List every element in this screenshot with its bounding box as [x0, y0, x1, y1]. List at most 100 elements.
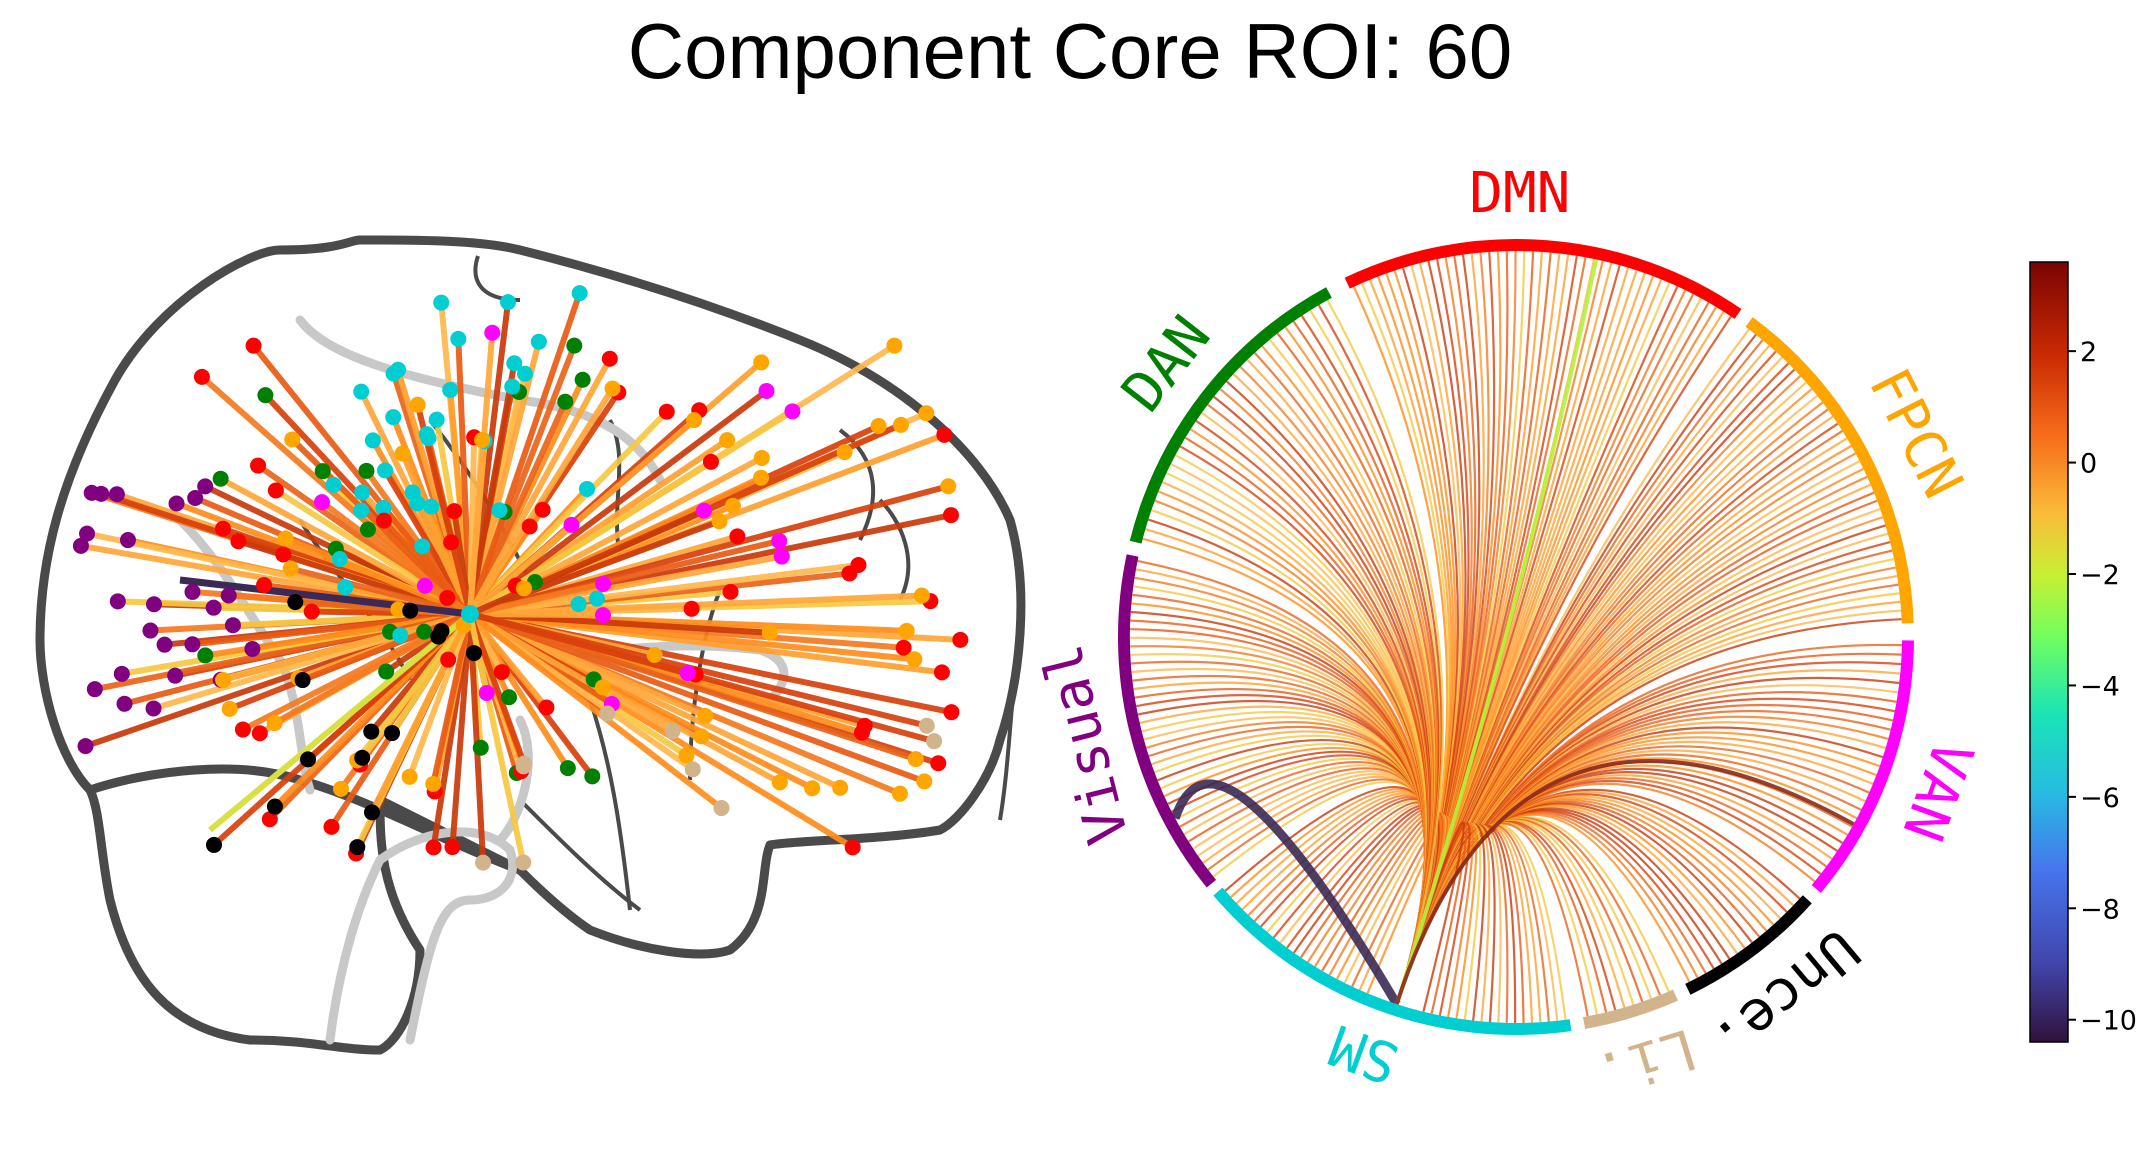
brain-edge — [282, 535, 473, 617]
brain-node-dan — [559, 760, 576, 777]
brain-node-dmn — [722, 583, 739, 600]
brain-node-fpcn — [604, 380, 621, 397]
page-title: Component Core ROI: 60 — [627, 7, 1513, 95]
brain-node-sm — [491, 502, 508, 519]
brain-node-fpcn — [836, 444, 853, 461]
brain-node-van — [594, 607, 611, 624]
brain-edge — [467, 398, 569, 617]
brain-node-van — [478, 684, 495, 701]
brain-node-dmn — [261, 811, 278, 828]
brain-node-sm — [364, 432, 381, 449]
network-label-li: Li. — [1588, 1015, 1704, 1107]
brain-node-fpcn — [753, 354, 770, 371]
brain-node-sm — [392, 627, 409, 644]
brain-node-unce — [300, 751, 317, 768]
brain-node-fpcn — [693, 728, 710, 745]
brain-node-visual — [72, 537, 89, 554]
brain-node-visual — [220, 587, 237, 604]
brain-node-dmn — [729, 528, 746, 545]
brain-node-sm — [506, 355, 523, 372]
brain-node-sm — [433, 294, 450, 311]
brain-node-fpcn — [678, 747, 695, 764]
brain-edge — [467, 580, 607, 617]
colorbar-gradient — [2029, 261, 2069, 1043]
brain-node-visual — [156, 636, 173, 653]
brain-node-fpcn — [918, 405, 935, 422]
brain-node-fpcn — [804, 780, 821, 797]
brain-node-fpcn — [711, 513, 728, 530]
network-label-van: VAN — [1889, 732, 1985, 849]
brain-node-sm — [588, 590, 605, 607]
brain-node-dmn — [850, 557, 867, 574]
brain-node-visual — [145, 596, 162, 613]
brain-node-sm — [423, 498, 440, 515]
brain-node-unce — [354, 749, 371, 766]
brain-node-dmn — [493, 664, 510, 681]
brain-node-fpcn — [425, 775, 442, 792]
brain-node-sm — [504, 378, 521, 395]
chord-edges — [1129, 250, 1902, 1024]
colorbar-tick-label: −4 — [2080, 671, 2120, 702]
brain-node-sm — [325, 476, 342, 493]
brain-node-dmn — [193, 368, 210, 385]
brain-node-visual — [187, 490, 204, 507]
brain-node-dan — [574, 371, 591, 388]
brain-node-sm — [337, 579, 354, 596]
brain-node-fpcn — [771, 774, 788, 791]
brain-node-van — [484, 324, 501, 341]
brain-node-van — [679, 665, 696, 682]
brain-node-fpcn — [221, 700, 238, 717]
brain-node-dmn — [234, 721, 251, 738]
brain-node-visual — [205, 599, 222, 616]
brain-node-dmn — [943, 507, 960, 524]
brain-node-fpcn — [394, 445, 411, 462]
brain-node-sm — [377, 462, 394, 479]
brain-node-li — [475, 854, 492, 871]
colorbar: 2 0 −2 −4 −6 −8 −10 — [2029, 261, 2137, 1043]
brain-node-fpcn — [906, 651, 923, 668]
brain-node-dmn — [323, 818, 340, 835]
brain-node-dan — [358, 462, 375, 479]
brain-node-sm — [331, 551, 348, 568]
brain-node-dan — [584, 768, 601, 785]
brain-node-dmn — [933, 664, 950, 681]
brain-node-van — [563, 516, 580, 533]
brain-edge — [467, 611, 528, 767]
brain-node-dmn — [230, 533, 247, 550]
brain-node-visual — [77, 738, 94, 755]
brain-node-unce — [294, 672, 311, 689]
brain-node-van — [696, 502, 713, 519]
brain-edge — [287, 565, 473, 617]
brain-node-fpcn — [907, 751, 924, 768]
brain-node-fpcn — [646, 646, 663, 663]
brain-node-li — [516, 755, 533, 772]
network-label-dmn: DMN — [1469, 161, 1570, 226]
brain-node-fpcn — [761, 624, 778, 641]
brain-node-sm — [414, 538, 431, 555]
brain-node-unce — [384, 725, 401, 742]
colorbar-ticks: 2 0 −2 −4 −6 −8 −10 — [2068, 337, 2137, 1037]
brain-node-dmn — [440, 651, 457, 668]
brain-glass-plot — [35, 235, 1026, 1055]
network-label-sm: SM — [1322, 1012, 1408, 1096]
brain-node-dmn — [534, 501, 551, 518]
brain-node-dmn — [683, 600, 700, 617]
colorbar-tick-label: −2 — [2080, 560, 2120, 591]
brain-node-dmn — [844, 839, 861, 856]
brain-edge-strong — [208, 611, 472, 833]
brain-node-dan — [501, 689, 518, 706]
brain-node-dan — [197, 647, 214, 664]
network-arc-unce — [1685, 895, 1812, 995]
colorbar-tick-label: 0 — [2080, 449, 2097, 480]
brain-node-visual — [119, 532, 136, 549]
brain-node-dmn — [443, 534, 460, 551]
brain-node-dan — [359, 521, 376, 538]
brain-node-visual — [224, 617, 241, 634]
brain-edge — [467, 611, 550, 711]
brain-node-sm — [375, 499, 392, 516]
brain-node-fpcn — [284, 431, 301, 448]
brain-node-fpcn — [940, 478, 957, 495]
brain-node-unce — [430, 628, 447, 645]
network-arc-li — [1583, 989, 1678, 1029]
